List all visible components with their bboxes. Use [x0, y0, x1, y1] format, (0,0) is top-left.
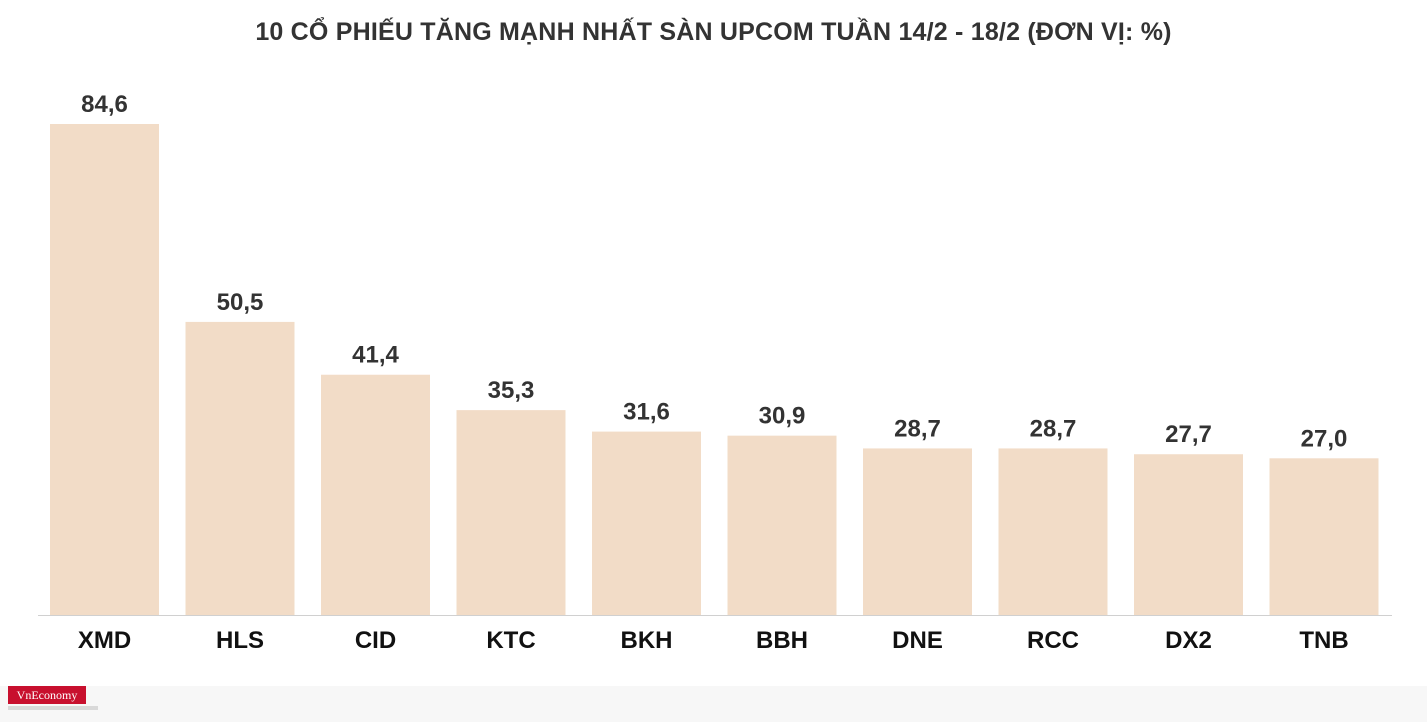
bar-xmd — [50, 124, 159, 615]
category-label: DX2 — [1165, 627, 1212, 654]
bar-ktc — [456, 410, 566, 615]
vneconomy-logo: VnEconomy — [8, 686, 86, 704]
value-label: 27,0 — [1301, 425, 1348, 452]
value-label: 35,3 — [488, 377, 535, 404]
value-label: 84,6 — [81, 91, 128, 118]
bar-tnb — [1269, 458, 1379, 615]
category-label: BBH — [756, 627, 808, 654]
footer-band — [0, 686, 1427, 722]
logo-tagline — [8, 706, 98, 710]
category-label: RCC — [1027, 627, 1079, 654]
value-label: 50,5 — [217, 289, 264, 316]
bar-rcc — [998, 448, 1108, 615]
category-label: CID — [355, 627, 396, 654]
category-label: BKH — [621, 627, 673, 654]
category-label: KTC — [486, 627, 535, 654]
category-label: XMD — [78, 627, 131, 654]
bar-bbh — [727, 435, 837, 615]
chart-title: 10 CỔ PHIẾU TĂNG MẠNH NHẤT SÀN UPCOM TUẦ… — [255, 18, 1172, 46]
value-label: 28,7 — [1030, 415, 1077, 442]
bar-cid — [321, 374, 430, 615]
value-label: 30,9 — [759, 403, 806, 430]
bar-dx2 — [1134, 454, 1243, 615]
value-label: 41,4 — [352, 342, 399, 369]
category-label: DNE — [892, 627, 943, 654]
bar-dne — [863, 448, 972, 615]
category-label: TNB — [1299, 627, 1348, 654]
bar-bkh — [592, 431, 701, 615]
bar-hls — [185, 321, 295, 615]
value-label: 28,7 — [894, 415, 941, 442]
value-label: 27,7 — [1165, 421, 1212, 448]
value-label: 31,6 — [623, 399, 670, 426]
bar-chart: 84,6 XMD 50,5 HLS 41,4 CID 35,3 KTC 31,6 BKH 30,9 B… — [38, 91, 1392, 654]
category-label: HLS — [216, 627, 264, 654]
